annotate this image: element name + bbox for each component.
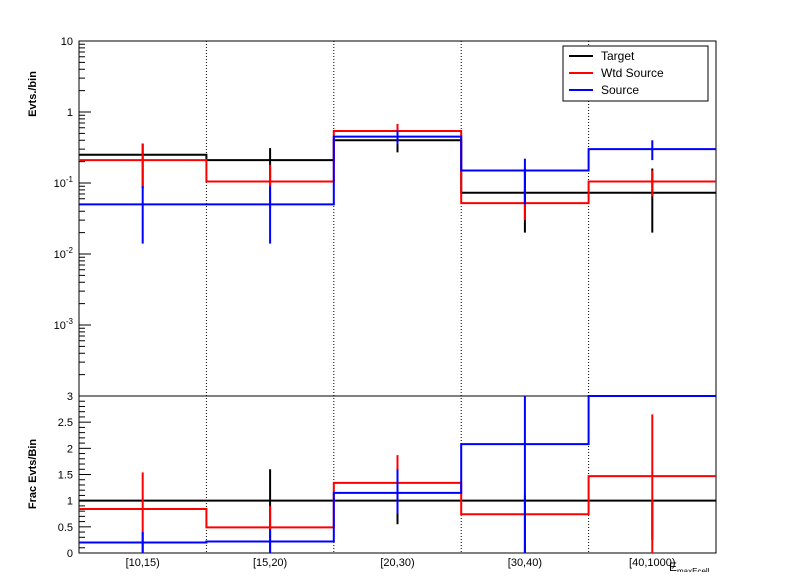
y-tick-label: 1 — [67, 496, 73, 508]
y-tick-label: 10-2 — [54, 246, 74, 261]
y-tick-label: 10-3 — [54, 317, 74, 332]
y-tick-label: 10-1 — [54, 175, 74, 190]
x-tick-label: [20,30) — [380, 557, 414, 569]
x-tick-label: [10,15) — [126, 557, 160, 569]
y-axis-title: Evts./bin — [27, 71, 39, 117]
legend-entry: Target — [601, 49, 635, 63]
y-tick-label: 0 — [67, 548, 73, 560]
x-tick-label: [30,40) — [508, 557, 542, 569]
y-tick-label: 10 — [61, 36, 73, 48]
legend-entry: Wtd Source — [601, 66, 664, 80]
y-tick-label: 3 — [67, 391, 73, 403]
y-tick-label: 0.5 — [58, 522, 73, 534]
legend-entry: Source — [601, 83, 639, 97]
y-axis-title: Frac Evts/Bin — [27, 439, 39, 510]
x-axis-title: EmaxEcell — [669, 560, 710, 572]
y-tick-label: 2.5 — [58, 417, 73, 429]
y-tick-label: 1.5 — [58, 470, 73, 482]
y-tick-label: 1 — [67, 107, 73, 119]
x-tick-label: [15,20) — [253, 557, 287, 569]
y-tick-label: 2 — [67, 443, 73, 455]
